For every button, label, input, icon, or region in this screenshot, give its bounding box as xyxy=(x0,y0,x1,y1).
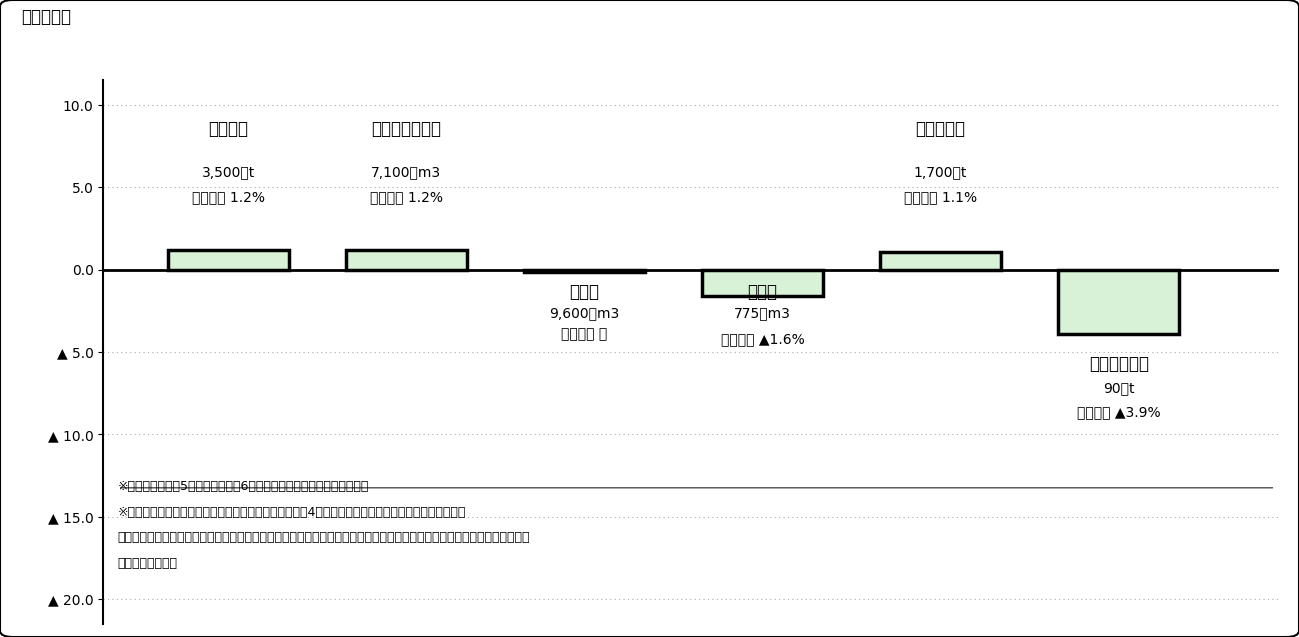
Text: ※棒グラフは令和5年度実績と令和6年度見通しとの対比を示している。: ※棒グラフは令和5年度実績と令和6年度見通しとの対比を示している。 xyxy=(118,480,369,494)
Text: 7,100万m3: 7,100万m3 xyxy=(372,165,442,179)
Text: 砕　石: 砕 石 xyxy=(569,283,599,301)
Bar xyxy=(879,252,1002,269)
Text: 前年度比 1.2%: 前年度比 1.2% xyxy=(191,190,265,204)
Text: 対前年度比: 対前年度比 xyxy=(21,8,71,26)
Text: 前年度比 1.1%: 前年度比 1.1% xyxy=(904,190,977,204)
Bar xyxy=(701,269,824,296)
Text: 普通鋼鋼材: 普通鋼鋼材 xyxy=(916,120,965,138)
Text: 1,700万t: 1,700万t xyxy=(914,165,968,179)
Text: 前年度比 ▲1.6%: 前年度比 ▲1.6% xyxy=(721,333,804,347)
Text: 9,600万m3: 9,600万m3 xyxy=(549,306,620,320)
Text: アスファルト: アスファルト xyxy=(1089,355,1148,373)
Text: 前年度比 ▲3.9%: 前年度比 ▲3.9% xyxy=(1077,404,1160,419)
Bar xyxy=(168,250,288,269)
Text: 推計している。: 推計している。 xyxy=(118,557,178,570)
Text: 3,500万t: 3,500万t xyxy=(201,165,255,179)
Text: 前年度比 ー: 前年度比 ー xyxy=(561,327,608,341)
Bar xyxy=(1059,269,1179,334)
Text: 木　材: 木 材 xyxy=(747,283,778,301)
Text: また、砕石の値は「砕石等動態統計調査」、「建設投資見通し」、「生コンクリート、アスファルトの需要見通し」から: また、砕石の値は「砕石等動態統計調査」、「建設投資見通し」、「生コンクリート、ア… xyxy=(118,531,530,545)
Bar xyxy=(523,269,644,272)
Text: 前年度比 1.2%: 前年度比 1.2% xyxy=(370,190,443,204)
Text: ※骨材は「砕石等動態統計調査」が終了したため、令和4年度より「砕石」の値のみを記載している。: ※骨材は「砕石等動態統計調査」が終了したため、令和4年度より「砕石」の値のみを記… xyxy=(118,506,466,519)
Text: 775万m3: 775万m3 xyxy=(734,306,791,320)
Text: セメント: セメント xyxy=(208,120,248,138)
Text: 90万t: 90万t xyxy=(1103,382,1134,396)
Bar xyxy=(346,250,466,269)
Text: 生コンクリート: 生コンクリート xyxy=(372,120,442,138)
